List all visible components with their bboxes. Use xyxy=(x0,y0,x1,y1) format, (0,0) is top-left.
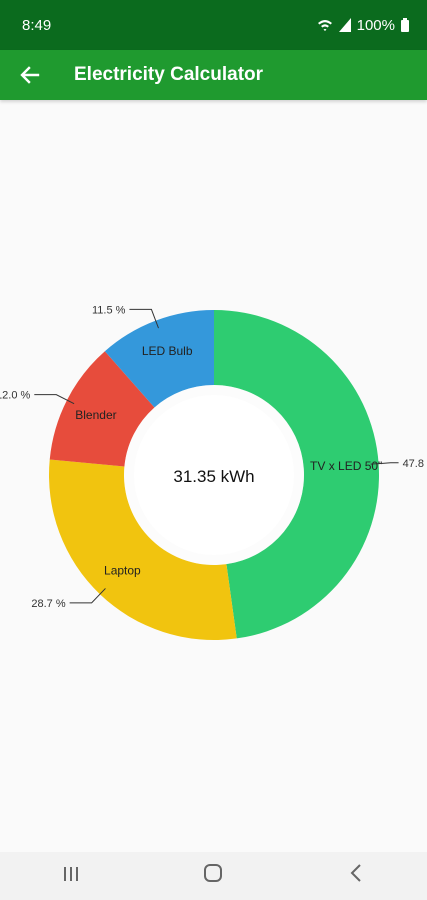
signal-icon xyxy=(338,18,351,32)
slice-percent-label: 12.0 % xyxy=(0,390,31,402)
leader-line xyxy=(69,588,106,604)
leader-line xyxy=(370,462,399,465)
battery-text: 100% xyxy=(356,16,395,34)
wifi-icon xyxy=(317,20,332,31)
home-icon xyxy=(204,864,223,882)
pie-chart-container: TV x LED 50" 47.8 % Laptop 28.7 % Blender 12.… xyxy=(0,100,427,852)
page-title: Electricity Calculator xyxy=(74,64,264,85)
leader-line xyxy=(129,308,159,329)
arrow-left-icon xyxy=(20,66,40,84)
nav-back-button[interactable] xyxy=(316,863,396,889)
slice-label: Blender xyxy=(75,408,116,422)
slice-percent-label: 28.7 % xyxy=(31,598,65,610)
donut-chart: TV x LED 50" 47.8 % Laptop 28.7 % Blender 12.… xyxy=(0,304,427,640)
pie-slice[interactable] xyxy=(49,459,237,640)
slice-label: TV x LED 50" xyxy=(310,459,382,473)
app-bar: Electricity Calculator xyxy=(0,50,427,100)
status-time: 8:49 xyxy=(22,16,52,34)
leader-line xyxy=(34,394,75,405)
battery-icon xyxy=(401,18,409,32)
back-chevron-icon xyxy=(350,864,361,882)
slice-percent-label: 11.5 % xyxy=(92,304,126,316)
slice-percent-label: 47.8 % xyxy=(403,458,427,470)
status-icons: 100% xyxy=(317,17,409,34)
home-button[interactable] xyxy=(173,863,253,889)
back-button[interactable] xyxy=(0,50,60,100)
pie-slice[interactable] xyxy=(214,310,379,639)
slice-label: Laptop xyxy=(104,564,141,578)
pie-slice[interactable] xyxy=(49,351,155,467)
recents-icon xyxy=(64,866,79,881)
donut-hole xyxy=(134,395,294,555)
slice-label: LED Bulb xyxy=(142,344,193,358)
recents-button[interactable] xyxy=(31,865,111,888)
status-bar: 8:49 100% xyxy=(0,0,427,50)
system-nav-bar xyxy=(0,852,427,900)
pie-slice[interactable] xyxy=(104,310,214,408)
center-total-label: 31.35 kWh xyxy=(173,467,254,486)
